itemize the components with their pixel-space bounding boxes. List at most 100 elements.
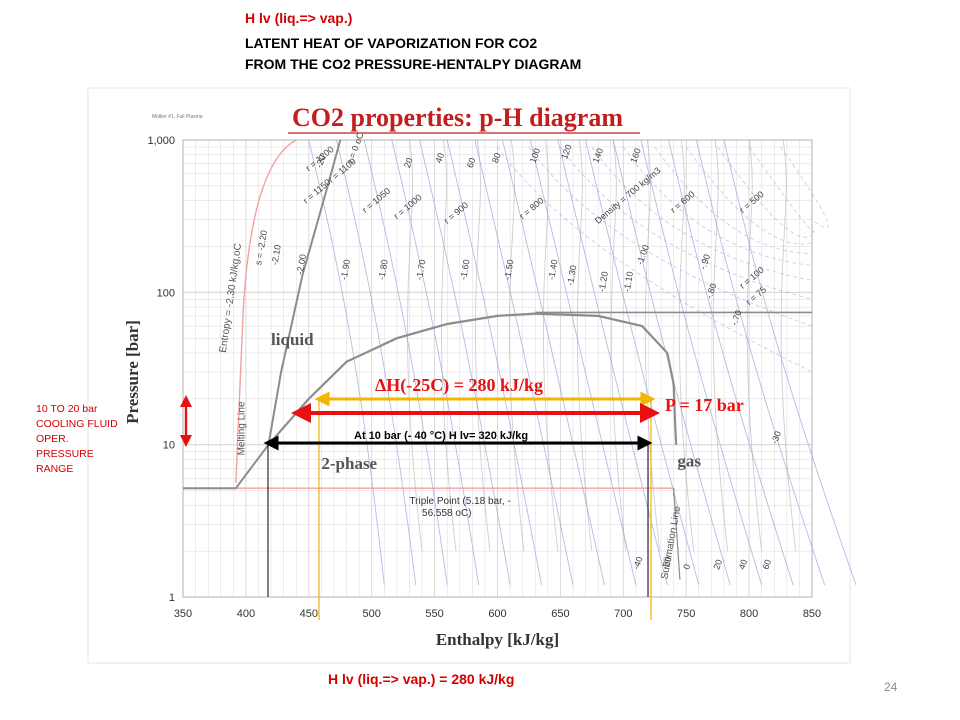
- temperature-label: 100: [528, 147, 543, 165]
- temperature-label: 140: [591, 147, 606, 165]
- y-tick-label: 1: [169, 592, 175, 604]
- small-label: Mollier #1, Full Plasma: [152, 114, 203, 120]
- temperature-label: 20: [402, 156, 415, 169]
- isotherm-line: [441, 139, 457, 552]
- isochore-line: [748, 146, 815, 233]
- isentrope-line: [363, 139, 448, 586]
- isochore-line: [780, 146, 829, 229]
- isotherm-line: [610, 139, 627, 552]
- isentrope-line: [668, 139, 794, 586]
- x-tick-label: 600: [488, 608, 506, 620]
- isotherm-line: [508, 139, 525, 552]
- chart-panel: [87, 87, 851, 664]
- entropy-line: [235, 139, 297, 484]
- bottom-result: H lv (liq.=> vap.) = 280 kJ/kg: [328, 671, 515, 687]
- melting-line-label: Melting Line: [237, 401, 248, 455]
- entropy-value-label: -1.60: [458, 259, 471, 281]
- plot-frame: [182, 139, 813, 598]
- isotherm-line: [407, 139, 423, 552]
- temperature-label: 40: [433, 151, 446, 164]
- property-lines: [308, 139, 857, 586]
- isentrope-line: [391, 139, 480, 586]
- pressure-label: P = 17 bar: [665, 395, 744, 415]
- y-tick-label: 10: [163, 440, 175, 452]
- entropy-value-label: -2.00: [295, 253, 308, 275]
- entropy-value-label: -2.10: [269, 244, 282, 266]
- isentrope-line: [419, 139, 511, 586]
- entropy-value-label: -1.50: [502, 259, 515, 281]
- delta-h-label: ΔH(-25C) = 280 kJ/kg: [375, 375, 543, 396]
- isentrope-line: [308, 139, 385, 585]
- y-tick-label: 100: [157, 287, 175, 299]
- isotherm-line: [746, 139, 763, 552]
- entropy-value-label: -1.30: [565, 264, 578, 286]
- x-tick-label: 400: [237, 608, 255, 620]
- isentrope-line: [695, 139, 826, 586]
- tick-labels: 350 400 450 500 550 600 650 700 750 800 8501101001…: [147, 135, 821, 620]
- sublimation-line: [673, 488, 681, 580]
- isotherm-line: [644, 139, 661, 552]
- temperature-label: 20: [711, 558, 724, 571]
- isochore-line: [622, 146, 813, 266]
- side-note-line-1: 10 TO 20 bar: [36, 403, 98, 415]
- saturation-dome: [267, 312, 678, 446]
- x-tick-label: 500: [363, 608, 381, 620]
- temperature-label: 40: [737, 558, 750, 571]
- isentrope-line: [585, 139, 700, 586]
- region-label-2-phase: 2-phase: [321, 454, 377, 473]
- x-tick-label: 750: [677, 608, 695, 620]
- x-tick-label: 450: [300, 608, 318, 620]
- x-tick-label: 650: [551, 608, 569, 620]
- isentrope-line: [640, 139, 763, 586]
- side-note-line-2: COOLING FLUID: [36, 418, 118, 430]
- temperature-label: 0: [681, 563, 692, 571]
- x-tick-label: 700: [614, 608, 632, 620]
- temperature-label: -.70: [729, 309, 744, 327]
- header-line-2: LATENT HEAT OF VAPORIZATION FOR CO2: [245, 35, 538, 51]
- header-line-1: H lv (liq.=> vap.): [245, 10, 353, 26]
- entropy-value-label: -1.40: [546, 259, 559, 281]
- x-tick-label: 800: [740, 608, 758, 620]
- isotherm-line: [678, 139, 695, 552]
- temperature-label: -20: [660, 555, 674, 571]
- x-tick-label: 350: [174, 608, 192, 620]
- side-note: 10 TO 20 bar COOLING FLUID OPER. PRESSUR…: [36, 402, 120, 477]
- isentrope-line: [612, 139, 731, 586]
- triple-point-label-2: 56.558 oC): [422, 508, 471, 519]
- entropy-value-label: -1.90: [339, 259, 352, 281]
- temperature-label: 80: [490, 151, 503, 164]
- region-label-liquid: liquid: [271, 330, 314, 349]
- entropy-value-label: -1.80: [376, 259, 389, 281]
- isentrope-line: [446, 139, 542, 586]
- at-10-bar-label: At 10 bar (- 40 °C) H lv= 320 kJ/kg: [354, 430, 528, 442]
- region-label-gas: gas: [677, 451, 701, 470]
- isochore-line: [591, 146, 813, 281]
- y-tick-label: 1,000: [147, 135, 175, 147]
- x-tick-label: 850: [803, 608, 821, 620]
- temperature-label: -.80: [704, 282, 719, 300]
- chart-title: CO2 properties: p-H diagram: [292, 103, 623, 132]
- isochore-line: [497, 146, 813, 373]
- temperature-label: -.90: [698, 253, 713, 271]
- entropy-value-label: -1.20: [597, 271, 610, 293]
- isotherm-line: [475, 139, 491, 552]
- isochore-line: [560, 146, 813, 300]
- side-note-line-4: RANGE: [36, 463, 74, 475]
- temperature-label: 120: [559, 143, 574, 161]
- temperature-label: -20: [314, 154, 328, 170]
- isochore-line: [528, 146, 813, 327]
- isentrope-line: [336, 139, 417, 585]
- isochore-line: [654, 146, 813, 254]
- triple-point-label-1: Triple Point (5.18 bar, -: [409, 496, 510, 507]
- x-tick-label: 550: [425, 608, 443, 620]
- entropy-value-label: -1.70: [414, 259, 427, 281]
- isochore-line: [685, 146, 813, 245]
- slide-number: 24: [884, 680, 898, 694]
- melting-line: [183, 139, 342, 490]
- temperature-label: -30: [769, 430, 783, 446]
- isotherm-line: [712, 139, 729, 552]
- entropy-value-label: -1.10: [622, 271, 635, 293]
- temperature-label: -40: [631, 555, 645, 571]
- isotherm-line: [576, 139, 593, 552]
